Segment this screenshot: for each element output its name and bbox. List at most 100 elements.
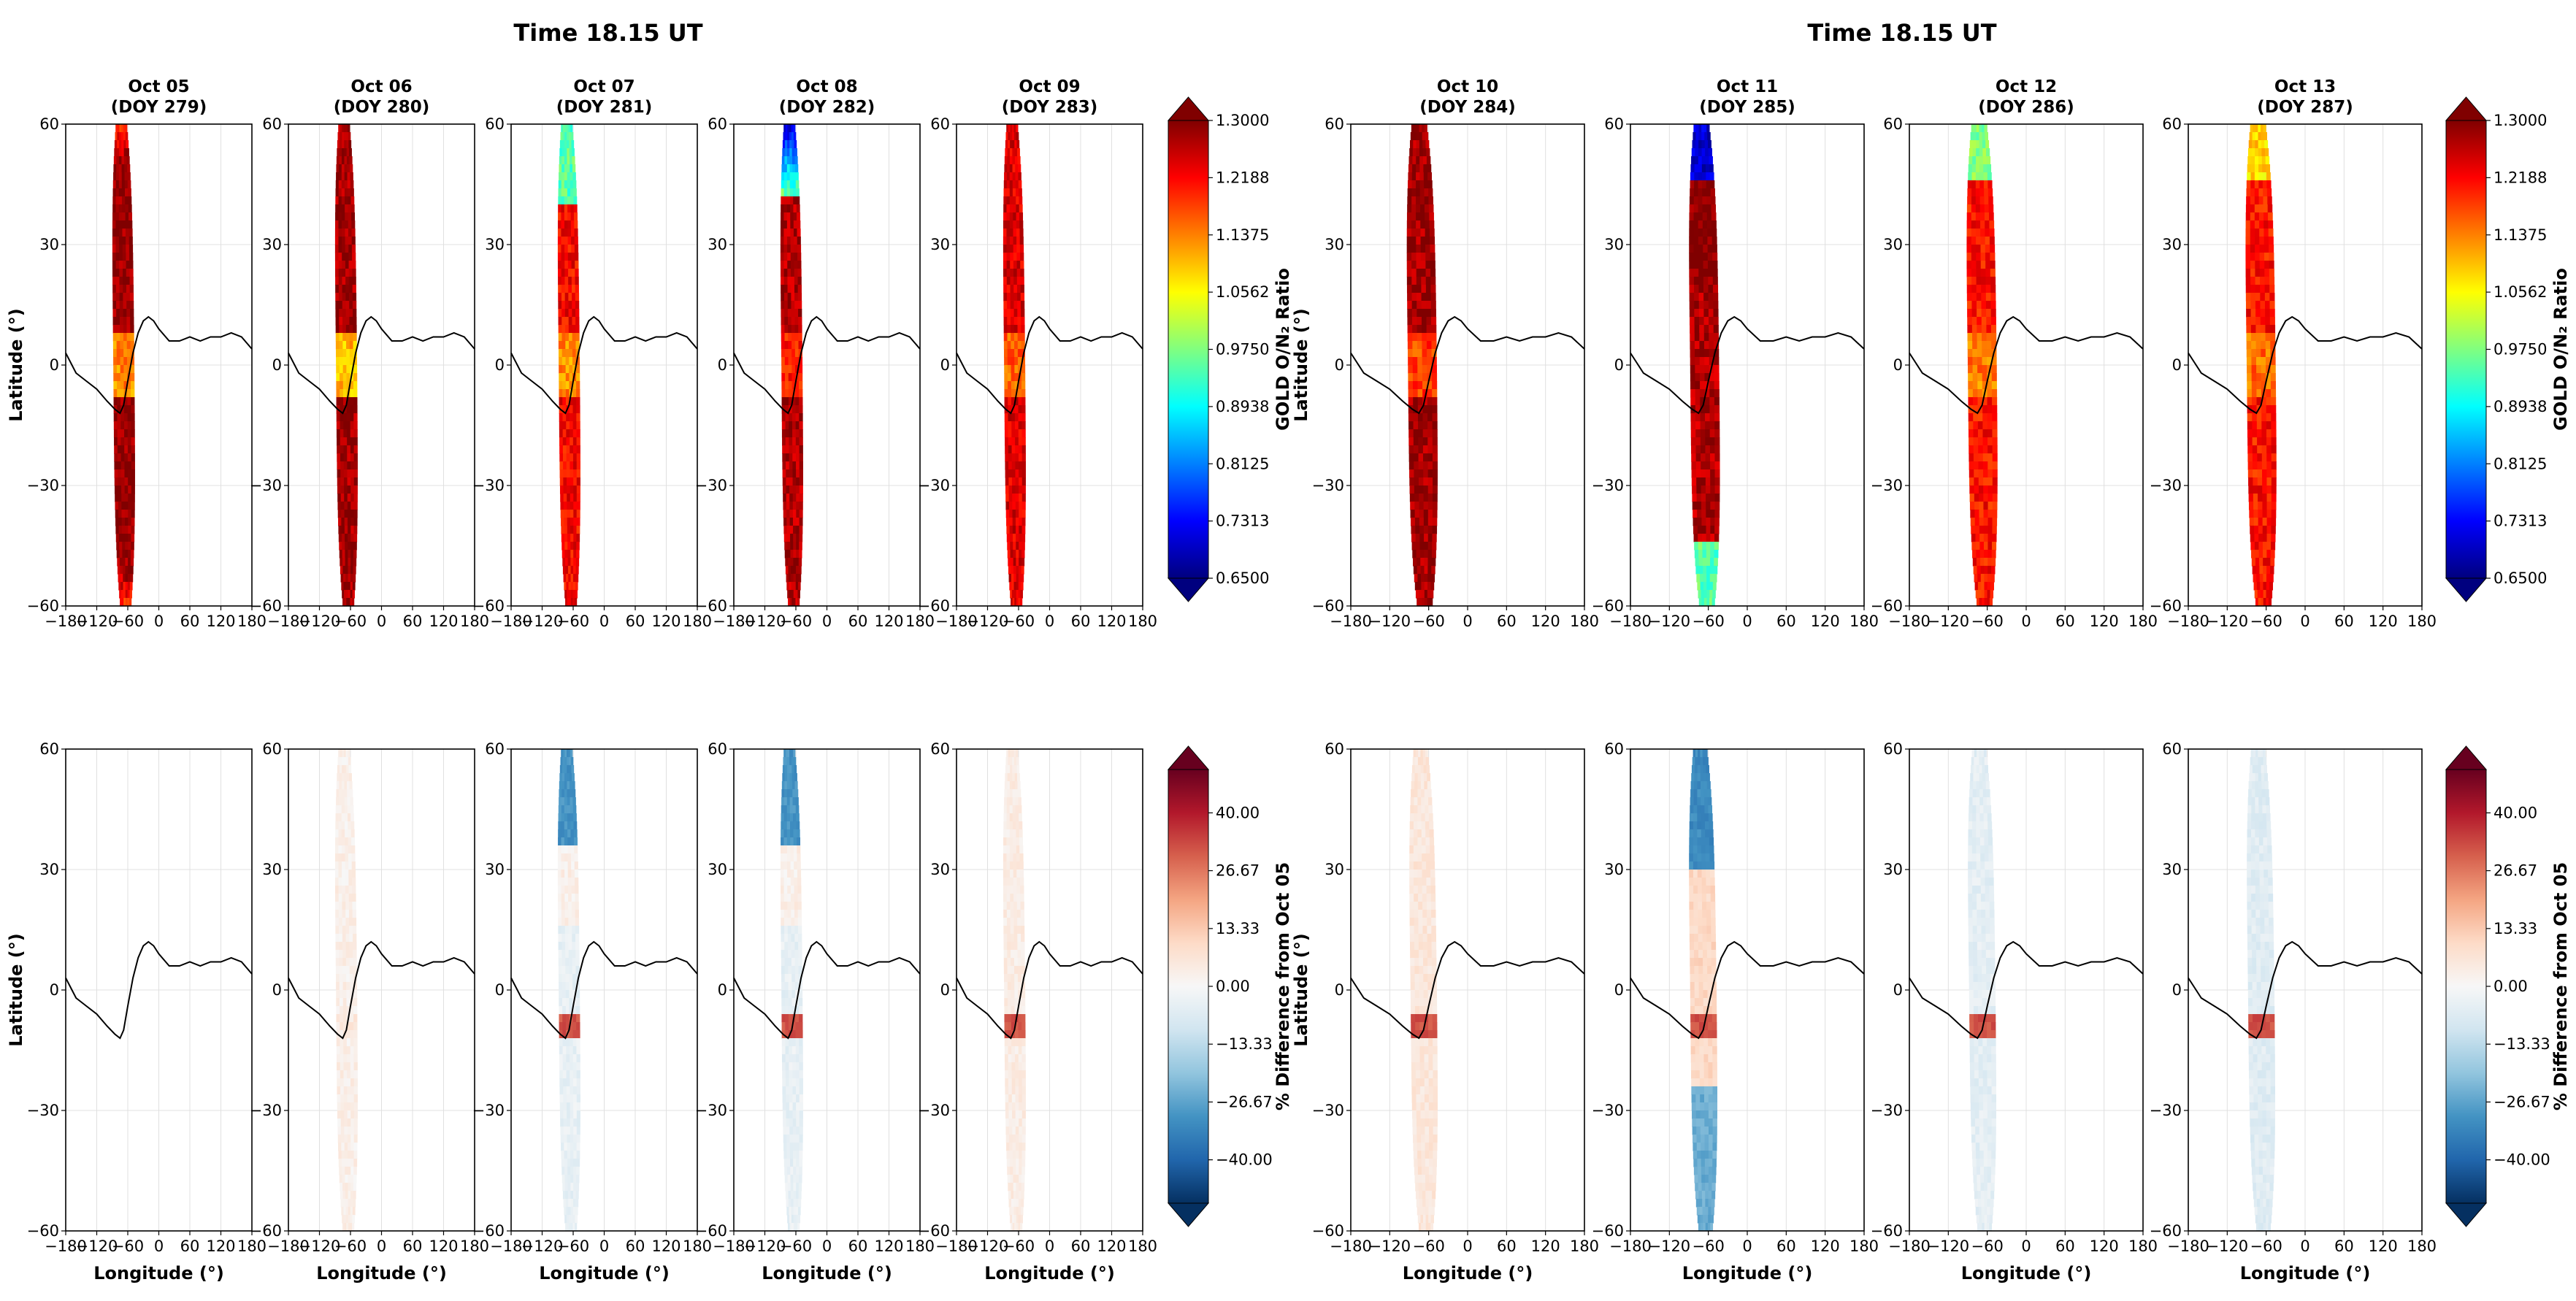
heatmap-cell <box>2269 269 2274 277</box>
heatmap-cell <box>1986 341 1992 350</box>
heatmap-cell <box>1009 148 1013 157</box>
heatmap-cell <box>785 453 790 462</box>
heatmap-cell <box>788 982 792 991</box>
heatmap-cell <box>2247 469 2253 478</box>
heatmap-cell <box>560 510 564 518</box>
heatmap-cell <box>564 293 569 302</box>
heatmap-cell <box>2251 357 2257 366</box>
heatmap-cell <box>1987 357 1993 366</box>
heatmap-cell <box>1968 397 1974 406</box>
heatmap-cell <box>352 902 356 910</box>
heatmap-cell <box>125 542 129 550</box>
heatmap-cell <box>344 773 348 782</box>
heatmap-cell <box>350 1143 355 1151</box>
heatmap-cell <box>1006 870 1011 878</box>
heatmap-cell <box>346 990 350 999</box>
heatmap-cell <box>1702 204 1708 213</box>
heatmap-cell <box>786 574 789 583</box>
heatmap-cell <box>343 582 347 591</box>
heatmap-cell <box>334 861 340 870</box>
heatmap-cell <box>124 164 128 173</box>
heatmap-cell <box>353 1118 358 1127</box>
heatmap-cell <box>124 180 129 189</box>
heatmap-cell <box>1416 253 1422 261</box>
heatmap-cell <box>573 1110 578 1119</box>
heatmap-cell <box>2259 229 2265 237</box>
heatmap-cell <box>348 204 352 213</box>
heatmap-cell <box>1427 437 1433 446</box>
heatmap-cell <box>340 566 344 575</box>
heatmap-cell <box>1008 502 1013 510</box>
heatmap-cell <box>573 1159 578 1167</box>
heatmap-cell <box>798 1183 802 1191</box>
heatmap-cell <box>1430 253 1435 261</box>
heatmap-cell <box>564 237 569 245</box>
heatmap-cell <box>1697 582 1701 591</box>
heatmap-cell <box>1977 365 1983 374</box>
y-tick-label: 60 <box>485 115 505 133</box>
x-tick-label: 60 <box>626 613 645 630</box>
heatmap-cell <box>123 582 126 591</box>
heatmap-cell <box>1003 309 1008 318</box>
heatmap-cell <box>345 550 348 559</box>
heatmap-cell <box>558 958 563 967</box>
heatmap-cell <box>565 1199 569 1208</box>
heatmap-cell <box>792 510 797 518</box>
heatmap-cell <box>570 494 574 502</box>
heatmap-cell <box>112 341 118 350</box>
heatmap-cell <box>572 1062 578 1071</box>
heatmap-cell <box>797 894 802 902</box>
heatmap-cell <box>351 229 356 237</box>
heatmap-cell <box>566 1070 570 1079</box>
heatmap-cell <box>1982 349 1987 358</box>
heatmap-cell <box>1417 309 1422 318</box>
y-tick-label: 60 <box>39 740 59 758</box>
heatmap-cell <box>1425 261 1431 269</box>
heatmap-cell <box>798 373 803 382</box>
heatmap-cell <box>1421 317 1427 326</box>
heatmap-cell <box>115 180 120 189</box>
heatmap-cell <box>1431 566 1435 575</box>
heatmap-cell <box>1021 550 1025 559</box>
heatmap-cell <box>1969 461 1974 470</box>
heatmap-cell <box>345 132 349 141</box>
heatmap-cell <box>340 998 344 1007</box>
heatmap-cell <box>785 124 788 133</box>
heatmap-cell <box>573 1175 577 1183</box>
heatmap-cell <box>575 1223 578 1232</box>
heatmap-cell <box>1979 212 1985 221</box>
heatmap-cell <box>568 124 571 133</box>
heatmap-cell <box>1987 445 1993 454</box>
heatmap-cell <box>1009 534 1013 542</box>
heatmap-cell <box>1423 502 1429 510</box>
heatmap-cell <box>784 950 789 959</box>
heatmap-cell <box>1423 453 1429 462</box>
heatmap-cell <box>1406 269 1412 277</box>
heatmap-cell <box>576 1167 580 1175</box>
heatmap-cell <box>1424 566 1428 575</box>
heatmap-cell <box>340 469 345 478</box>
heatmap-cell <box>124 469 129 478</box>
heatmap-cell <box>1709 574 1714 583</box>
heatmap-cell <box>1968 389 1974 398</box>
heatmap-cell <box>575 373 580 382</box>
heatmap-cell <box>1979 188 1985 197</box>
heatmap-cell <box>1967 317 1973 326</box>
heatmap-cell <box>1426 309 1432 318</box>
heatmap-cell <box>791 365 796 374</box>
heatmap-cell <box>795 1014 800 1023</box>
heatmap-cell <box>1984 558 1988 567</box>
heatmap-cell <box>789 1215 792 1224</box>
heatmap-cell <box>797 269 802 277</box>
heatmap-cell <box>344 148 348 157</box>
heatmap-cell <box>785 1030 789 1039</box>
heatmap-cell <box>112 333 118 342</box>
heatmap-cell <box>570 132 574 141</box>
heatmap-cell <box>125 220 129 229</box>
heatmap-cell <box>2271 405 2277 414</box>
heatmap-cell <box>561 861 565 870</box>
heatmap-cell <box>353 574 356 583</box>
heatmap-cell <box>786 188 791 197</box>
heatmap-cell <box>1013 837 1017 846</box>
x-tick-label: 0 <box>1045 613 1054 630</box>
